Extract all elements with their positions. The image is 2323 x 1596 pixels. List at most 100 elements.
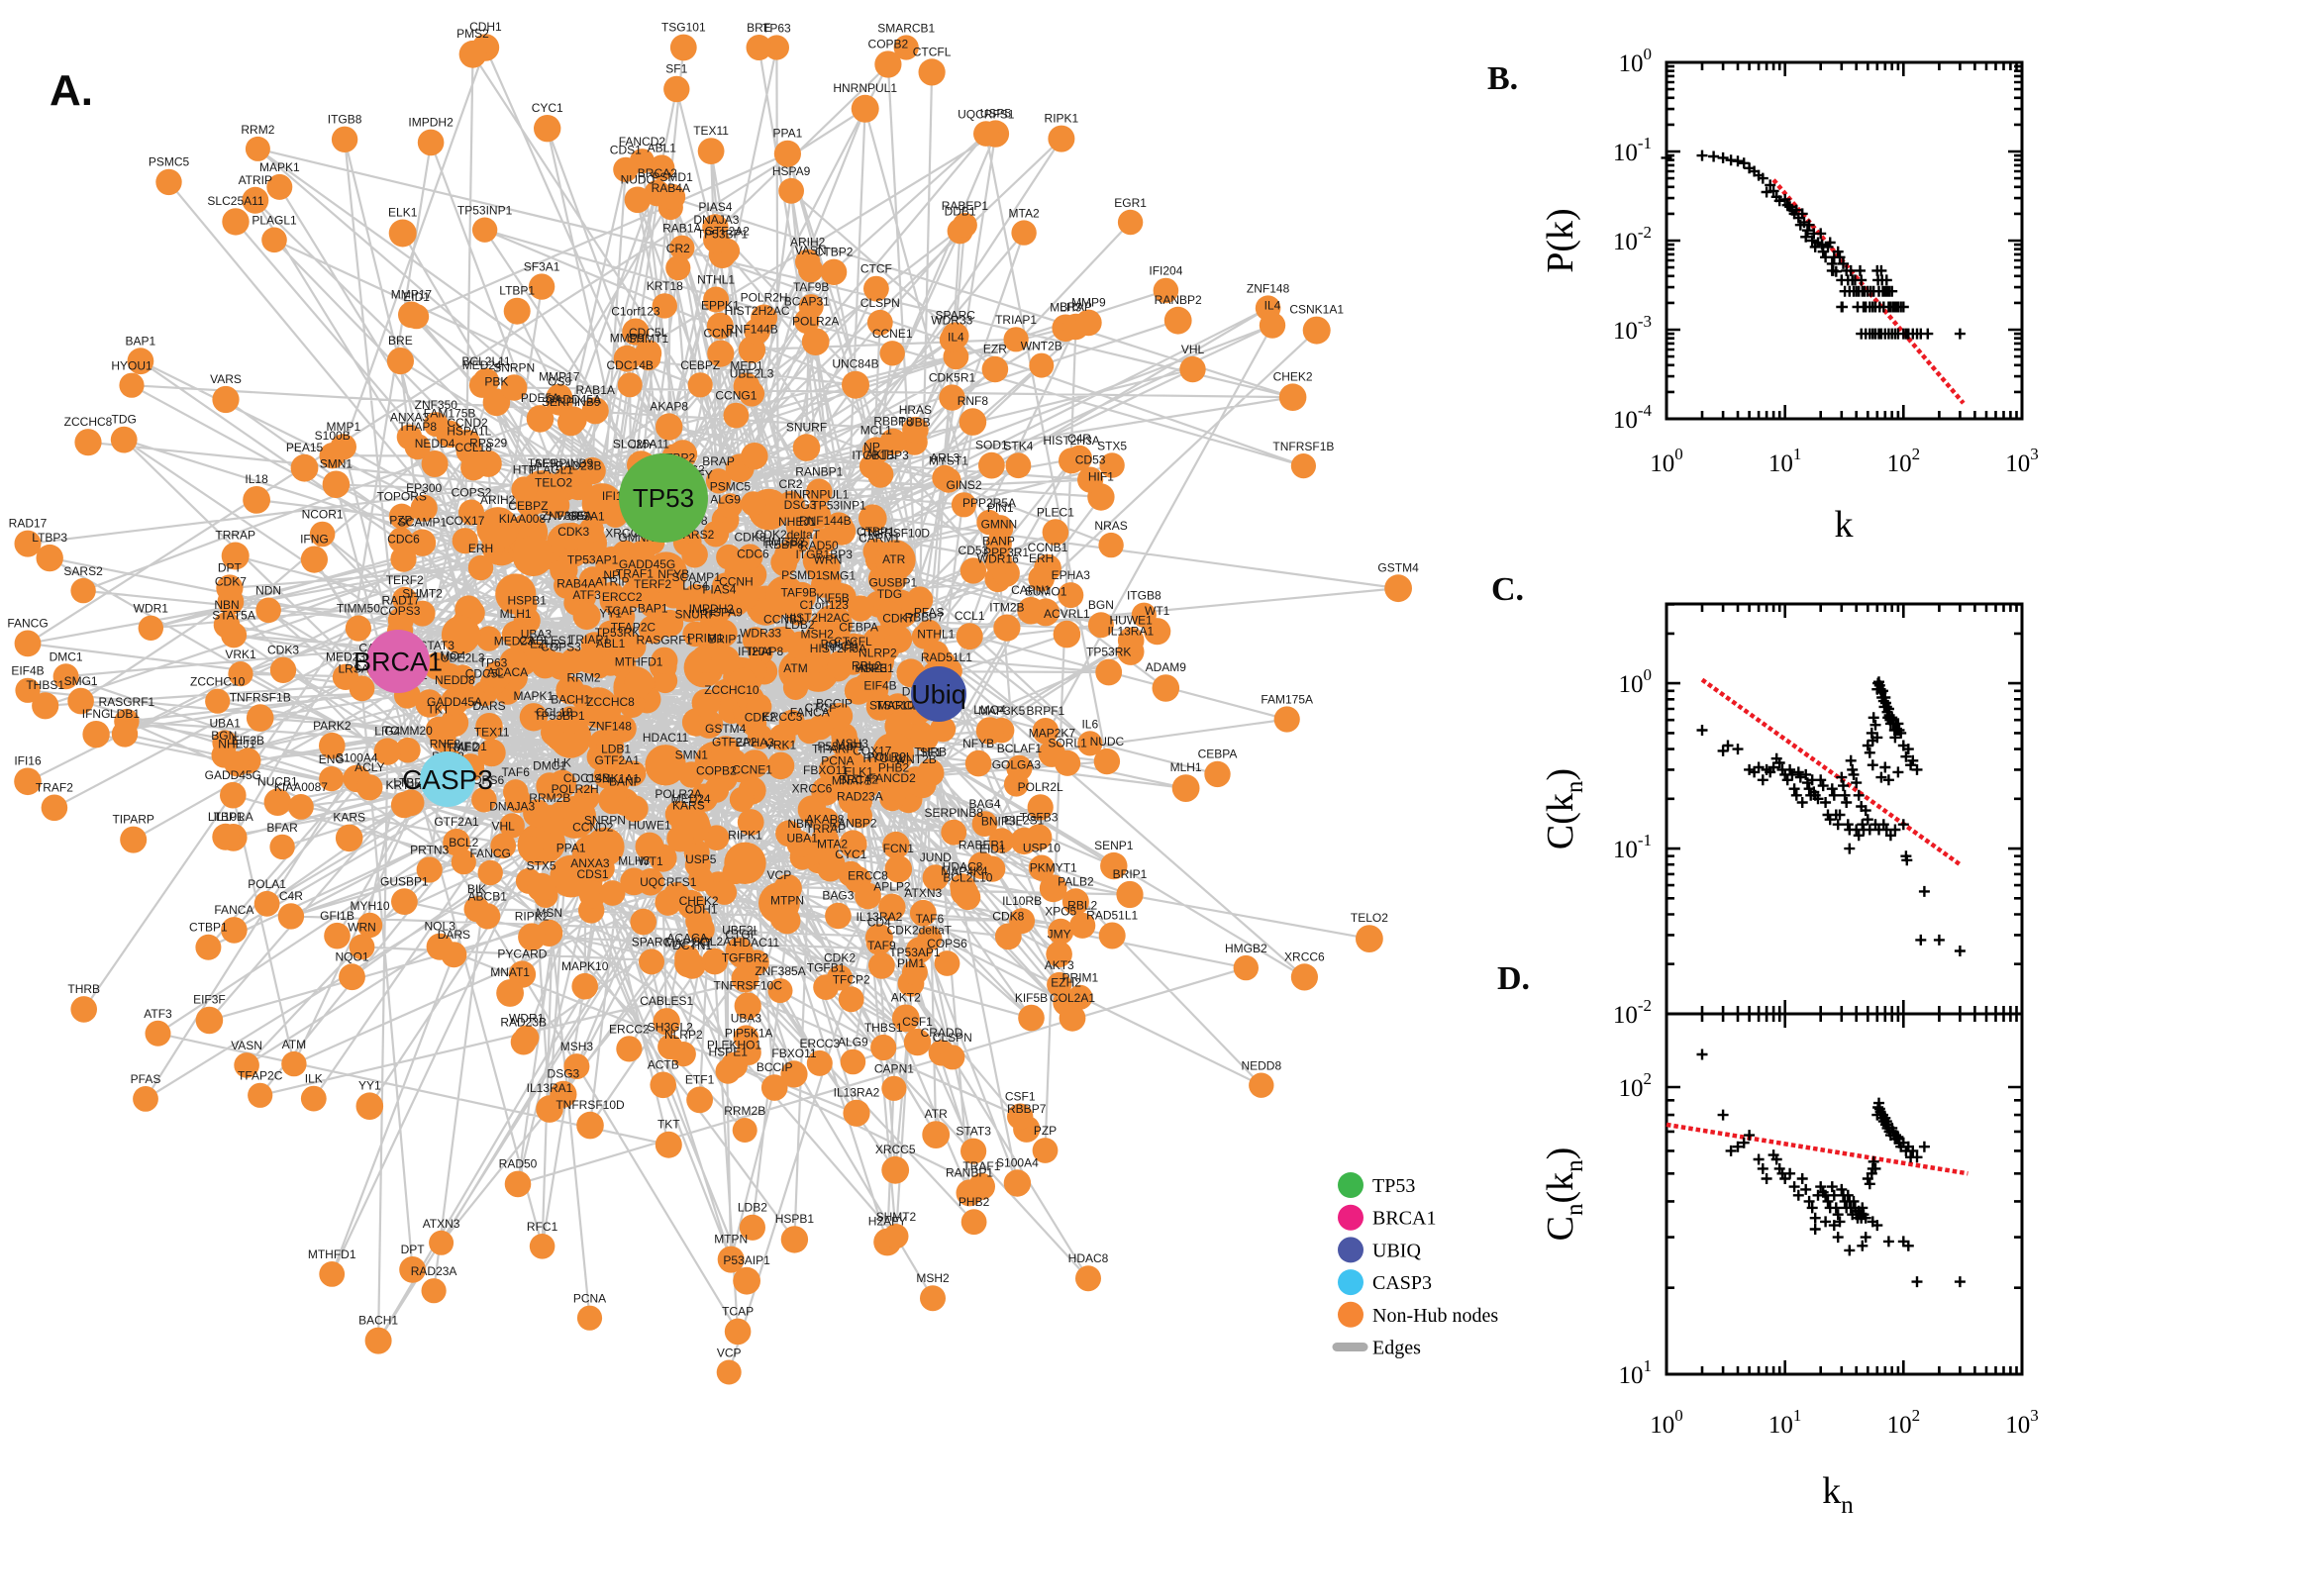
gene-label: RNF144B bbox=[726, 323, 778, 337]
gene-label: ANXA3 bbox=[390, 411, 430, 425]
gene-label: BCL2 bbox=[449, 836, 478, 849]
non-hub-node bbox=[639, 948, 664, 975]
non-hub-node bbox=[602, 755, 630, 783]
gene-label: COPB2 bbox=[696, 763, 737, 777]
gene-label: CR2 bbox=[778, 477, 802, 491]
gene-label: POLA1 bbox=[248, 877, 286, 891]
non-hub-node bbox=[339, 963, 365, 991]
non-hub-node bbox=[727, 754, 756, 783]
gene-label: CYC1 bbox=[532, 101, 563, 115]
non-hub-node bbox=[659, 580, 687, 609]
gene-label: GTF2A1 bbox=[595, 753, 641, 767]
gene-label: CDK3 bbox=[267, 644, 299, 657]
gene-label: TELO2 bbox=[1351, 911, 1388, 925]
gene-label: ACACA bbox=[666, 932, 707, 946]
gene-label: RAD17 bbox=[9, 517, 48, 531]
non-hub-node bbox=[624, 186, 652, 214]
gene-label: IL13RA1 bbox=[1107, 625, 1154, 639]
gene-label: BAG3 bbox=[822, 889, 854, 903]
gene-label: FANCD2 bbox=[619, 135, 666, 149]
gene-label: MSN bbox=[536, 906, 562, 920]
non-hub-node bbox=[842, 370, 869, 399]
gene-label: COPB2 bbox=[868, 37, 909, 50]
gene-label: CLSPN bbox=[933, 1031, 972, 1045]
gene-label: SNURF bbox=[786, 420, 827, 434]
non-hub-node bbox=[556, 706, 585, 735]
gene-label: EZH2 bbox=[1051, 975, 1081, 989]
gene-label: EIF2S1 bbox=[1004, 814, 1044, 828]
gene-label: CARM1 bbox=[858, 532, 900, 546]
gene-label: NFYB bbox=[657, 567, 689, 581]
gene-label: RBBP7 bbox=[1007, 1102, 1047, 1116]
gene-label: MED1 bbox=[454, 740, 487, 753]
gene-label: CCL18 bbox=[455, 441, 493, 454]
gene-label: TIMM50 bbox=[337, 602, 380, 616]
non-hub-node bbox=[703, 825, 730, 850]
gene-label: WDR33 bbox=[931, 314, 972, 328]
non-hub-node bbox=[300, 546, 328, 573]
gene-label: MYH10 bbox=[350, 899, 389, 913]
gene-label: THAP8 bbox=[746, 645, 784, 658]
gene-label: ZCCHC8 bbox=[586, 695, 635, 709]
gene-label: BRIP1 bbox=[708, 632, 743, 646]
non-hub-node bbox=[742, 627, 769, 653]
non-hub-node bbox=[801, 328, 830, 355]
non-hub-node bbox=[1356, 925, 1383, 952]
non-hub-node bbox=[731, 582, 759, 611]
gene-label: PLEC1 bbox=[1037, 505, 1074, 519]
non-hub-node bbox=[1116, 880, 1144, 909]
non-hub-node bbox=[930, 716, 957, 743]
gene-label: DNAJA3 bbox=[489, 799, 535, 813]
gene-label: RNF8 bbox=[430, 738, 461, 751]
gene-label: RAD51L1 bbox=[921, 650, 972, 664]
gene-label: SNURF bbox=[675, 608, 716, 622]
gene-label: DNAJA3 bbox=[693, 213, 739, 227]
non-hub-node bbox=[843, 1099, 870, 1127]
gene-label: TP53BP1 bbox=[534, 709, 585, 723]
gene-label: ATR bbox=[882, 552, 905, 566]
non-hub-node bbox=[879, 428, 907, 455]
non-hub-node bbox=[1384, 574, 1412, 603]
non-hub-node bbox=[399, 1256, 426, 1283]
non-hub-node bbox=[74, 429, 102, 456]
non-hub-node bbox=[518, 836, 544, 861]
non-hub-node bbox=[778, 649, 820, 692]
non-hub-node bbox=[212, 823, 240, 850]
non-hub-node bbox=[1006, 1103, 1034, 1130]
non-hub-node bbox=[741, 443, 768, 470]
tick-label: 101 bbox=[1768, 1406, 1802, 1439]
gene-label: CHEK2 bbox=[679, 894, 719, 908]
gene-label: APLP2 bbox=[873, 880, 911, 894]
non-hub-node bbox=[1042, 519, 1069, 546]
gene-label: ATXN3 bbox=[904, 886, 942, 900]
non-hub-node bbox=[499, 813, 525, 839]
gene-label: ITM2B bbox=[989, 601, 1024, 615]
gene-label: FBXO11 bbox=[803, 763, 848, 777]
non-hub-node bbox=[617, 372, 643, 398]
gene-label: ETF1 bbox=[685, 1073, 715, 1087]
gene-label: CSNK1A1 bbox=[585, 772, 640, 786]
non-hub-node bbox=[1010, 827, 1038, 855]
non-hub-node bbox=[477, 739, 506, 767]
gene-label: VASN bbox=[795, 244, 827, 257]
gene-label: RBBP7 bbox=[905, 611, 945, 625]
gene-label: SHMT2 bbox=[876, 1210, 917, 1224]
non-hub-node bbox=[1099, 452, 1125, 478]
gene-label: SERPINB9 bbox=[535, 456, 594, 470]
gene-label: MMP9 bbox=[1071, 296, 1106, 310]
gene-label: EID1 bbox=[403, 290, 430, 304]
non-hub-node bbox=[820, 258, 848, 285]
non-hub-node bbox=[716, 1359, 742, 1385]
gene-label: TRAF1 bbox=[962, 1159, 1000, 1173]
gene-label: UBA1 bbox=[210, 717, 242, 731]
tick-label: 103 bbox=[2005, 1406, 2039, 1439]
non-hub-node bbox=[826, 582, 852, 608]
gene-label: SHMT2 bbox=[402, 587, 443, 601]
gene-label: IFNG bbox=[300, 532, 329, 546]
gene-label: UBE2L3 bbox=[441, 650, 485, 664]
non-hub-node bbox=[934, 950, 960, 976]
gene-label: TP53BP1 bbox=[697, 228, 749, 242]
non-hub-node bbox=[711, 646, 741, 675]
gene-label: BRCA2 bbox=[839, 773, 878, 787]
gene-label: HIST2H2AC bbox=[725, 304, 790, 318]
